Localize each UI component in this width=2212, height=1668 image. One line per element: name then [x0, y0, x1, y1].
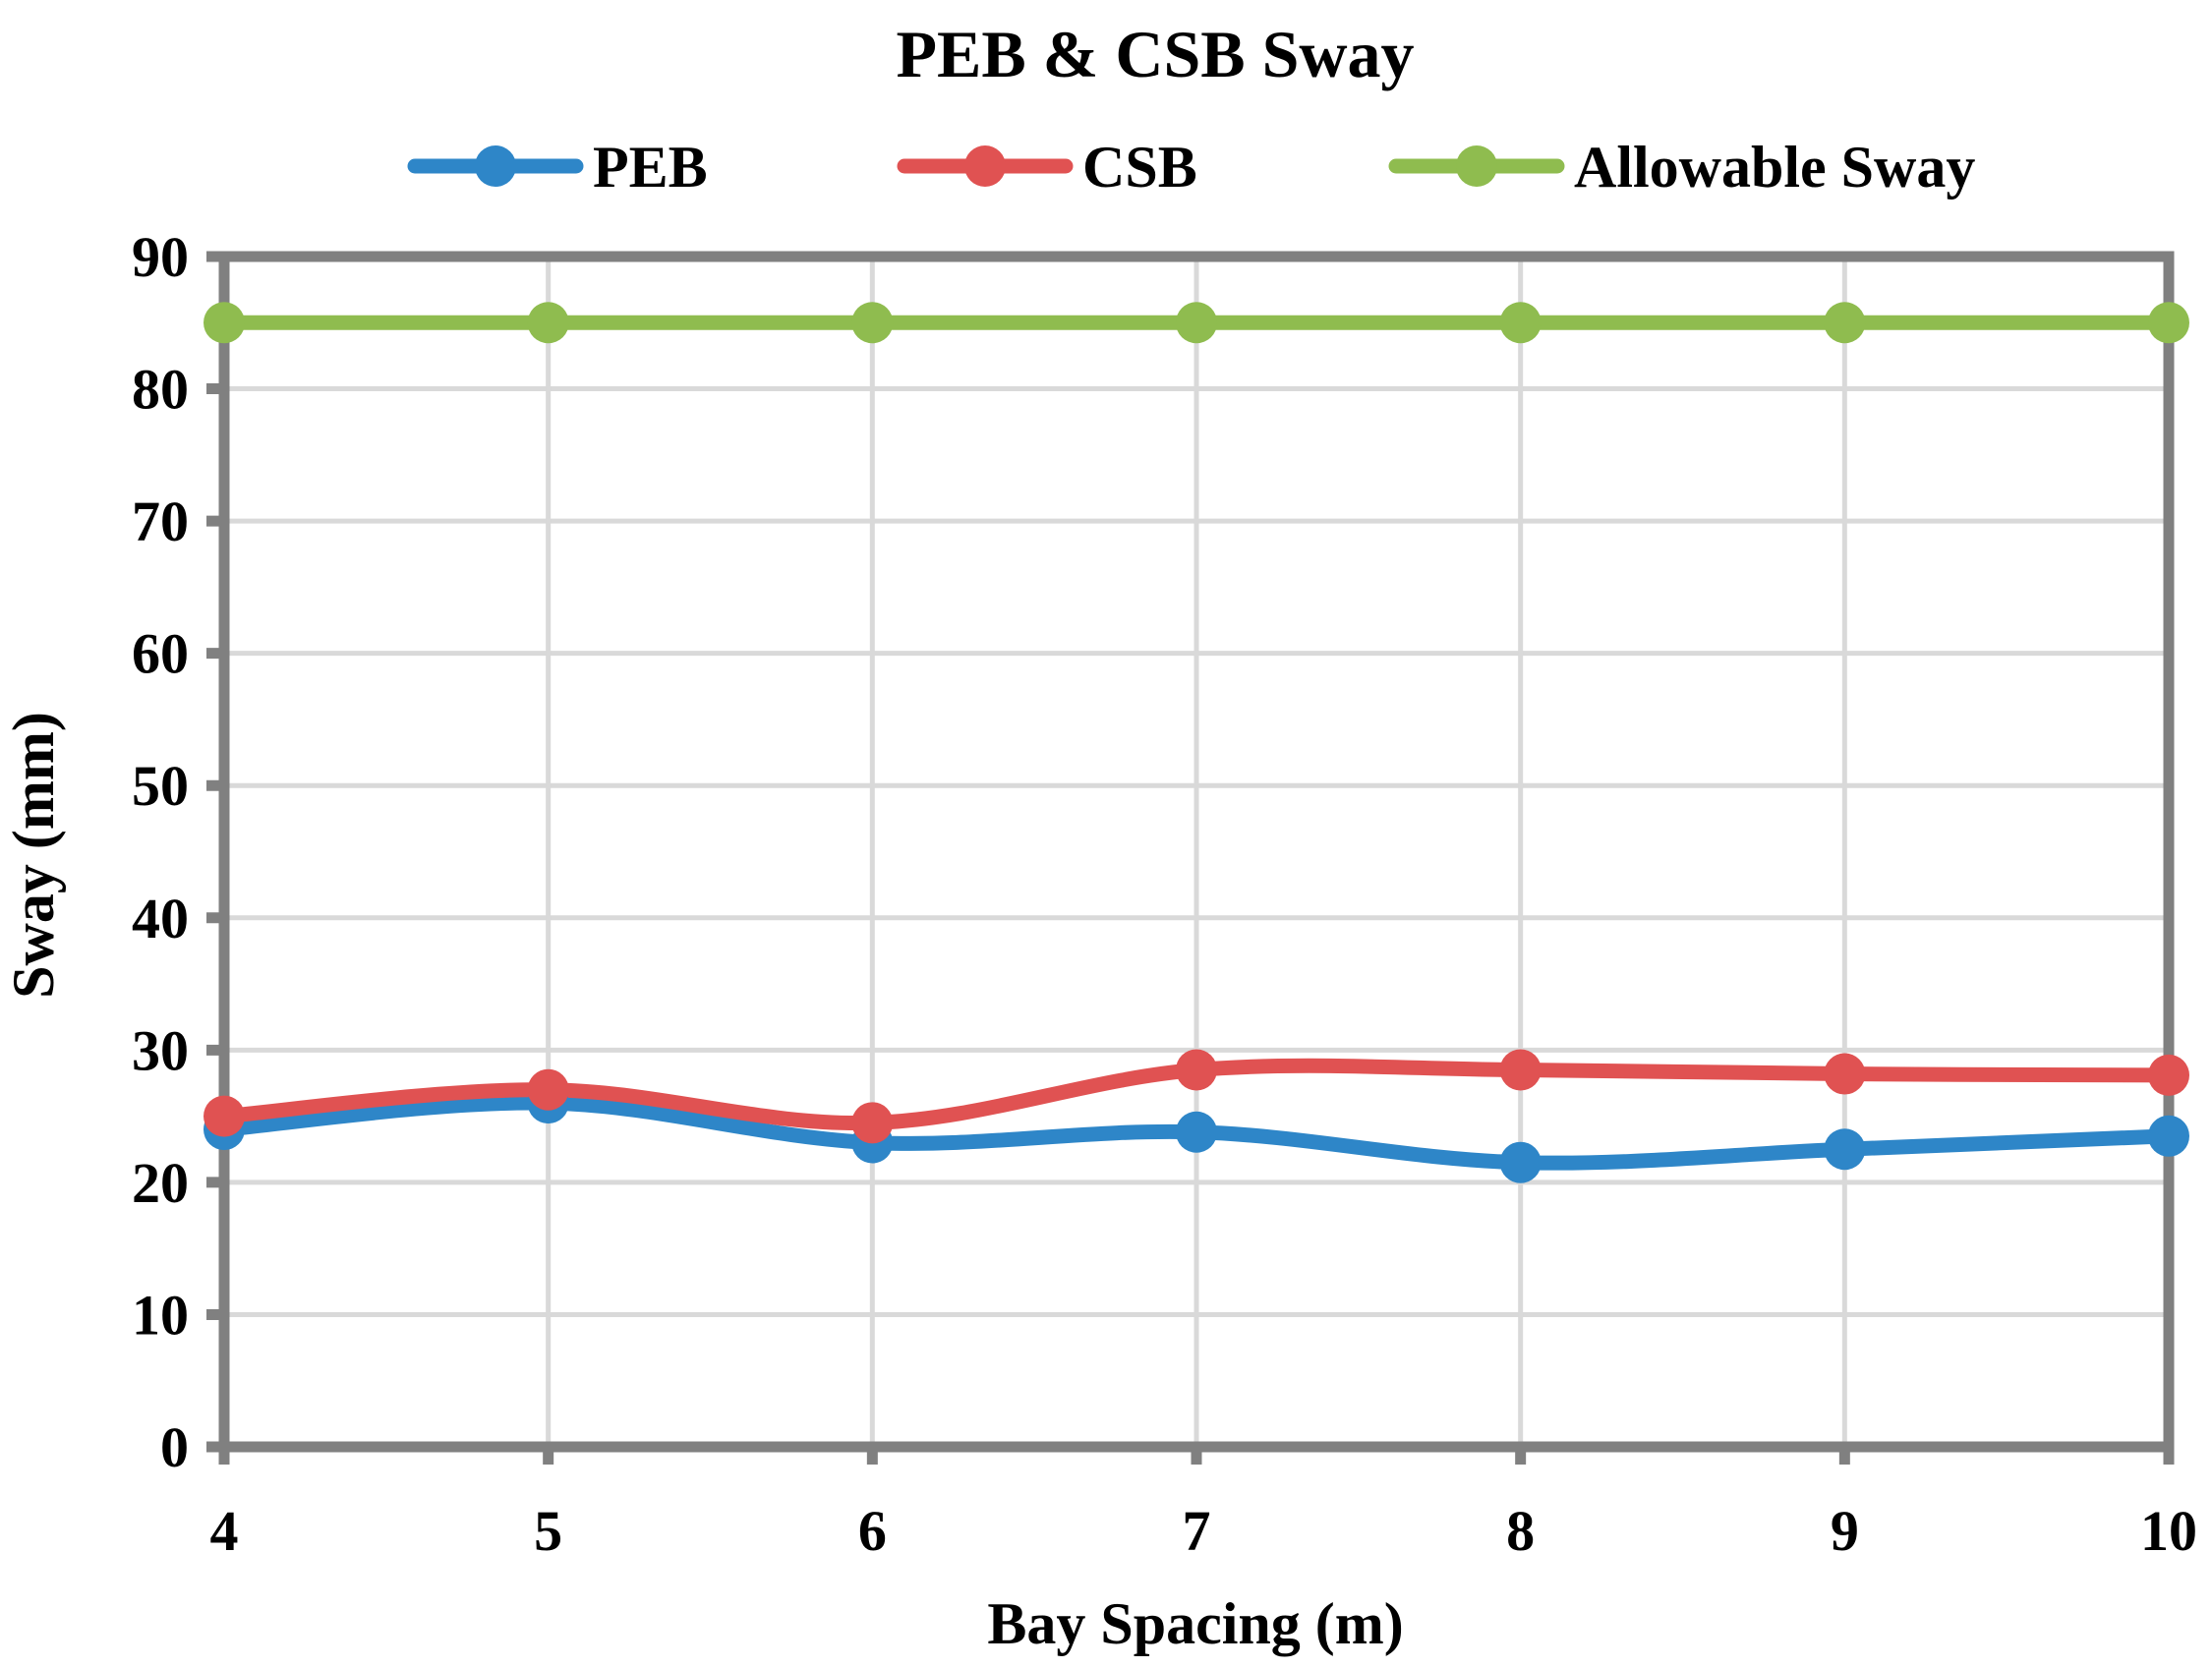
x-axis-label: Bay Spacing (m) [987, 1591, 1403, 1656]
legend-marker-peb [475, 145, 516, 187]
legend-item-csb: CSB [897, 135, 1197, 200]
y-tick-label: 50 [132, 754, 189, 818]
y-tick-label: 70 [132, 489, 189, 553]
data-point-peb [2148, 1115, 2189, 1157]
x-tick-label: 4 [210, 1499, 239, 1563]
data-point-csb [1176, 1049, 1217, 1091]
data-point-csb [1499, 1049, 1542, 1091]
y-axis-label: Sway (mm) [1, 712, 66, 999]
axis-ticks [206, 251, 2175, 1465]
data-point-allowable-sway [1824, 302, 1866, 344]
x-tick-label: 6 [858, 1499, 887, 1563]
legend-label-csb: CSB [1082, 135, 1197, 200]
legend-label-peb: PEB [593, 135, 708, 200]
data-point-csb [851, 1102, 894, 1144]
legend-marker-csb [964, 145, 1006, 187]
y-tick-label: 90 [132, 225, 189, 289]
x-tick-label: 8 [1506, 1499, 1535, 1563]
y-tick-label: 30 [132, 1018, 189, 1082]
data-point-allowable-sway [1499, 302, 1542, 344]
legend-item-allowable-sway: Allowable Sway [1388, 135, 1975, 200]
data-point-allowable-sway [1176, 302, 1217, 344]
x-tick-label: 9 [1831, 1499, 1859, 1563]
data-point-csb [2148, 1054, 2189, 1096]
data-point-csb [1824, 1053, 1866, 1095]
x-tick-label: 7 [1183, 1499, 1211, 1563]
data-point-peb [1176, 1111, 1217, 1153]
y-tick-label: 40 [132, 887, 189, 950]
data-point-allowable-sway [2148, 302, 2189, 344]
data-point-csb [527, 1068, 569, 1111]
y-tick-label: 10 [132, 1283, 189, 1347]
data-point-csb [204, 1095, 245, 1137]
gridlines [224, 257, 2169, 1447]
legend-marker-allowable-sway [1456, 145, 1497, 187]
y-tick-label: 0 [160, 1415, 189, 1479]
data-point-allowable-sway [204, 302, 245, 344]
x-tick-label: 5 [534, 1499, 562, 1563]
legend-label-allowable-sway: Allowable Sway [1574, 135, 1975, 200]
tick-labels: 0 10 20 30 40 50 60 70 80 90 4 5 6 7 8 9 10 [132, 225, 2197, 1563]
y-tick-label: 60 [132, 622, 189, 686]
data-point-allowable-sway [851, 302, 894, 344]
legend-item-peb: PEB [407, 135, 708, 200]
y-tick-label: 80 [132, 358, 189, 422]
data-point-peb [1824, 1128, 1866, 1171]
chart-title: PEB & CSB Sway [896, 17, 1414, 91]
x-tick-label: 10 [2140, 1499, 2197, 1563]
legend: PEB CSB Allowable Sway [407, 135, 1975, 200]
series-points [204, 302, 2189, 1183]
data-point-peb [1499, 1141, 1542, 1183]
y-tick-label: 20 [132, 1151, 189, 1215]
data-point-allowable-sway [527, 302, 569, 344]
